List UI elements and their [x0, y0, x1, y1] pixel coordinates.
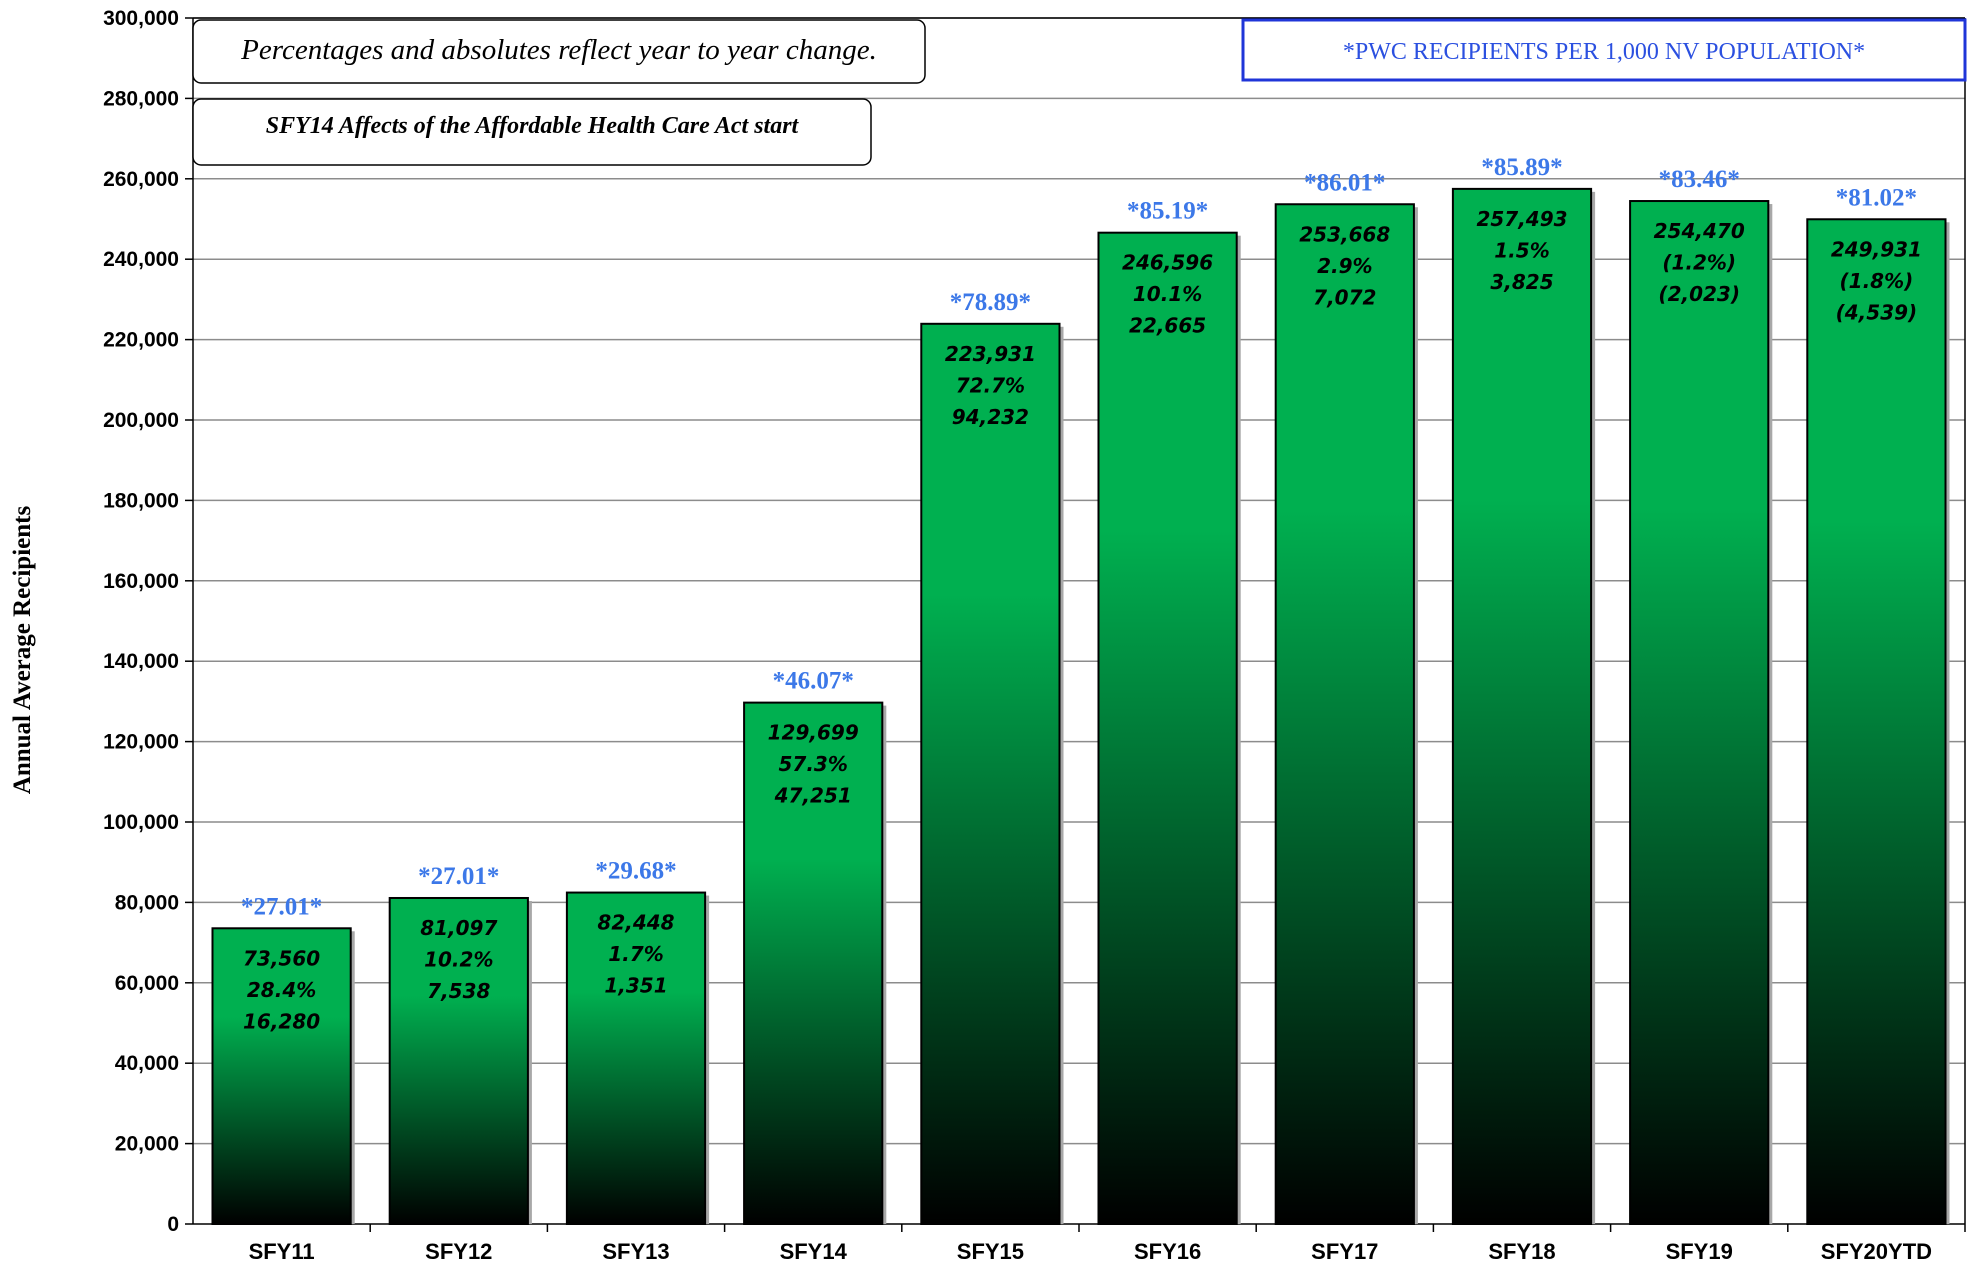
y-tick-label: 120,000 [103, 731, 179, 754]
bar [1097, 231, 1238, 1225]
axes: 0 20,000 40,000 60,000 80,000 100,000 120,000 1… [103, 7, 1966, 1264]
value-label: 129,699 [768, 721, 859, 745]
value-label: 223,931 [945, 342, 1036, 366]
x-tick-label: SFY12 [425, 1239, 492, 1264]
y-tick-label: 80,000 [115, 891, 179, 914]
per-1000-label: *29.68* [595, 858, 676, 885]
bar [743, 701, 884, 1225]
gridlines [193, 17, 1965, 1145]
value-label: 246,596 [1122, 251, 1213, 275]
y-tick-label: 40,000 [115, 1052, 179, 1075]
bar [565, 891, 707, 1225]
y-tick-label: 100,000 [103, 811, 179, 834]
pct-change-label: 10.2% [424, 947, 493, 971]
pct-change-label: 2.9% [1317, 254, 1372, 278]
y-tick-label: 180,000 [103, 489, 179, 512]
bar [920, 322, 1061, 1226]
per-1000-label: *27.01* [241, 893, 322, 920]
y-tick-label: 140,000 [103, 650, 179, 673]
pct-change-label: 57.3% [779, 752, 848, 776]
x-tick-label: SFY13 [602, 1239, 669, 1264]
abs-change-label: (2,023) [1658, 282, 1740, 306]
pct-change-label: 28.4% [247, 978, 316, 1002]
abs-change-label: 7,072 [1313, 285, 1376, 309]
per-1000-label: *81.02* [1836, 184, 1917, 211]
pct-change-label: 10.1% [1133, 282, 1202, 306]
bar [1629, 200, 1770, 1226]
abs-change-label: 47,251 [774, 784, 852, 808]
abs-change-label: 16,280 [243, 1009, 320, 1033]
value-label: 81,097 [420, 916, 497, 940]
value-label: 82,448 [597, 911, 674, 935]
bar [1806, 218, 1947, 1225]
per-1000-label: *86.01* [1304, 169, 1385, 196]
bar [1451, 187, 1593, 1225]
bar [1274, 203, 1415, 1225]
x-tick-label: SFY11 [249, 1239, 315, 1264]
value-label: 254,470 [1654, 219, 1745, 243]
abs-change-label: 22,665 [1129, 314, 1206, 338]
note-box-aca: SFY14 Affects of the Affordable Health C… [192, 98, 872, 166]
abs-change-label: 3,825 [1490, 270, 1553, 294]
y-tick-label: 160,000 [103, 570, 179, 593]
y-tick-label: 200,000 [103, 409, 179, 432]
value-label: 73,560 [243, 946, 320, 970]
legend-text: *PWC RECIPIENTS PER 1,000 NV POPULATION* [1343, 39, 1865, 65]
y-tick-label: 300,000 [103, 7, 179, 30]
x-tick-label: SFY20YTD [1821, 1239, 1932, 1264]
y-tick-label: 0 [167, 1213, 179, 1236]
x-tick-label: SFY18 [1488, 1239, 1555, 1264]
value-label: 249,931 [1831, 237, 1922, 261]
x-tick-label: SFY16 [1134, 1239, 1201, 1264]
per-1000-label: *27.01* [418, 863, 499, 890]
per-1000-label: *85.89* [1481, 154, 1562, 181]
y-tick-label: 260,000 [103, 168, 179, 191]
x-tick-label: SFY14 [780, 1239, 848, 1264]
y-axis-label: Annual Average Recipients [9, 506, 36, 795]
y-tick-label: 20,000 [115, 1133, 179, 1156]
bar [388, 896, 529, 1225]
y-tick-label: 220,000 [103, 329, 179, 352]
per-1000-label: *85.19* [1127, 198, 1208, 225]
pct-change-label: (1.8%) [1840, 269, 1914, 293]
value-label: 253,668 [1299, 222, 1390, 246]
y-tick-label: 240,000 [103, 248, 179, 271]
abs-change-label: 94,232 [952, 405, 1029, 429]
x-tick-label: SFY19 [1666, 1239, 1733, 1264]
note-aca: SFY14 Affects of the Affordable Health C… [266, 113, 800, 139]
pct-change-label: (1.2%) [1662, 251, 1736, 275]
y-tick-label: 280,000 [103, 87, 179, 110]
abs-change-label: 1,351 [604, 974, 667, 998]
legend-box: *PWC RECIPIENTS PER 1,000 NV POPULATION* [1241, 18, 1967, 82]
per-1000-label: *78.89* [950, 289, 1031, 316]
pct-change-label: 1.5% [1494, 238, 1549, 262]
abs-change-label: (4,539) [1836, 300, 1918, 324]
y-tick-label: 60,000 [115, 972, 179, 995]
pct-change-label: 72.7% [956, 373, 1025, 397]
x-tick-label: SFY17 [1311, 1239, 1378, 1264]
note-year-change: Percentages and absolutes reflect year t… [240, 34, 877, 66]
data-labels: *27.01* 73,560 28.4% 16,280 *27.01* 81,097 10.… [241, 154, 1922, 1033]
value-label: 257,493 [1476, 207, 1567, 231]
per-1000-label: *46.07* [773, 668, 854, 695]
bars [211, 187, 1950, 1226]
per-1000-label: *83.46* [1659, 166, 1740, 193]
bar [211, 927, 352, 1226]
note-box-year-change: Percentages and absolutes reflect year t… [192, 19, 926, 84]
pct-change-label: 1.7% [608, 942, 663, 966]
abs-change-label: 7,538 [427, 979, 490, 1003]
x-tick-label: SFY15 [957, 1239, 1024, 1264]
